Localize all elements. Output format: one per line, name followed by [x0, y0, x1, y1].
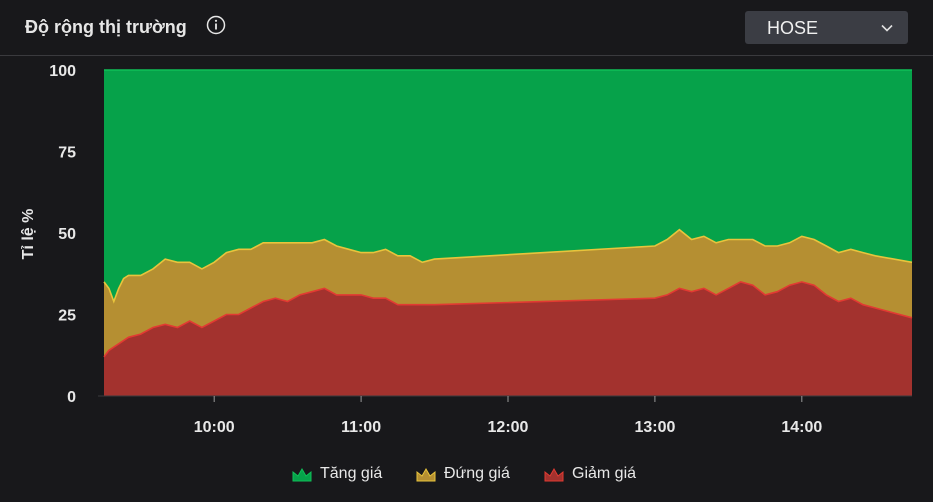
chart-legend: Tăng giá Đứng giá Giảm giá: [0, 462, 933, 488]
header-bar: Độ rộng thị trường HOSE: [0, 0, 933, 56]
exchange-select-value: HOSE: [767, 18, 819, 38]
x-tick-label: 11:00: [341, 419, 381, 436]
line-unchanged: [103, 228, 913, 304]
legend-label: Giảm giá: [572, 465, 637, 482]
market-breadth-chart: 0 25 50 75 100 10:00 11:00 12:00 13:00 14:00 Tỉ …: [20, 63, 913, 436]
chart-areas: [103, 69, 913, 396]
x-tick-label: 10:00: [194, 419, 235, 436]
exchange-select[interactable]: HOSE: [745, 11, 908, 44]
y-tick-label: 75: [58, 145, 76, 162]
crown-icon: [292, 467, 312, 482]
area-decrease: [104, 281, 912, 396]
y-tick-label: 100: [49, 63, 76, 80]
page-title: Độ rộng thị trường: [25, 17, 187, 37]
x-axis-ticks: 10:00 11:00 12:00 13:00 14:00: [98, 395, 912, 436]
line-decrease: [103, 281, 913, 358]
y-tick-label: 25: [58, 308, 76, 325]
crown-icon: [544, 467, 564, 482]
x-tick-label: 13:00: [634, 419, 675, 436]
crown-icon: [416, 467, 436, 482]
info-icon[interactable]: [206, 15, 226, 35]
x-tick-label: 14:00: [781, 419, 822, 436]
x-tick-label: 12:00: [488, 419, 529, 436]
y-tick-label: 50: [58, 226, 76, 243]
y-axis-label: Tỉ lệ %: [20, 209, 37, 260]
y-tick-label: 0: [67, 389, 76, 406]
legend-label: Đứng giá: [444, 465, 510, 482]
chevron-down-icon: [881, 24, 893, 32]
y-axis-ticks: 0 25 50 75 100: [49, 63, 76, 406]
area-unchanged: [104, 229, 912, 357]
legend-label: Tăng giá: [320, 465, 383, 482]
area-increase: [104, 70, 912, 302]
